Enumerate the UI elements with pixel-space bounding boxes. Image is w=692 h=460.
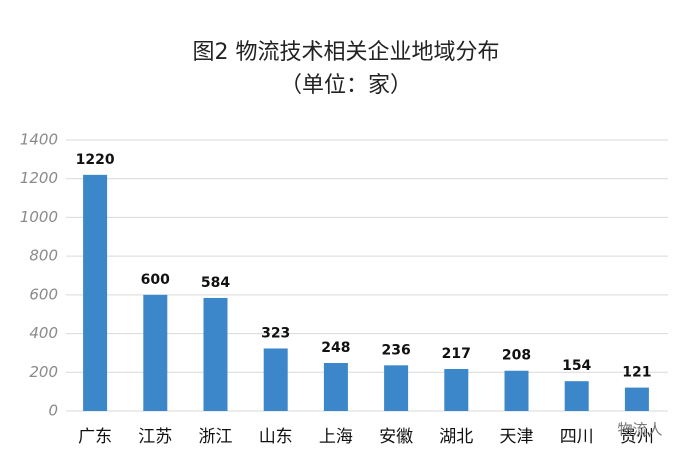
bar	[83, 174, 108, 411]
x-tick-label: 四川	[560, 427, 594, 447]
value-label: 208	[502, 348, 531, 364]
bar	[504, 370, 529, 411]
y-tick-label: 600	[29, 285, 58, 303]
bar	[624, 387, 649, 411]
value-label: 1220	[76, 152, 115, 168]
x-tick-label: 上海	[319, 427, 353, 447]
x-tick-label: 浙江	[199, 427, 233, 447]
chart-title: 图2 物流技术相关企业地域分布	[193, 40, 500, 65]
bar	[143, 294, 168, 411]
value-label: 248	[321, 340, 350, 356]
bar	[203, 297, 228, 411]
x-tick-label: 江苏	[138, 427, 172, 447]
x-tick-label: 安徽	[379, 427, 413, 447]
value-label: 121	[622, 365, 651, 381]
watermark: 物流人	[617, 421, 662, 439]
bar	[263, 348, 288, 411]
x-tick-label: 贵州	[620, 427, 654, 447]
x-tick-label: 广东	[78, 427, 112, 447]
value-label: 584	[201, 275, 230, 291]
x-tick-label: 天津	[500, 427, 534, 447]
y-tick-label: 400	[29, 324, 58, 342]
y-tick-label: 1200	[20, 169, 58, 187]
bar	[384, 365, 409, 411]
value-label: 323	[261, 325, 290, 341]
value-label: 154	[562, 358, 591, 374]
value-label: 236	[381, 342, 410, 358]
bar	[444, 368, 469, 411]
y-tick-label: 1000	[20, 208, 58, 226]
value-label: 217	[442, 346, 471, 362]
y-tick-label: 800	[29, 247, 58, 265]
x-tick-label: 山东	[259, 427, 293, 447]
y-tick-label: 0	[48, 402, 58, 420]
y-tick-label: 1400	[20, 131, 58, 149]
value-label: 600	[141, 272, 170, 288]
y-tick-label: 200	[29, 363, 58, 381]
bar	[564, 381, 589, 411]
chart-subtitle: （单位：家）	[280, 73, 412, 98]
bar	[323, 362, 348, 411]
x-tick-label: 湖北	[439, 427, 473, 447]
